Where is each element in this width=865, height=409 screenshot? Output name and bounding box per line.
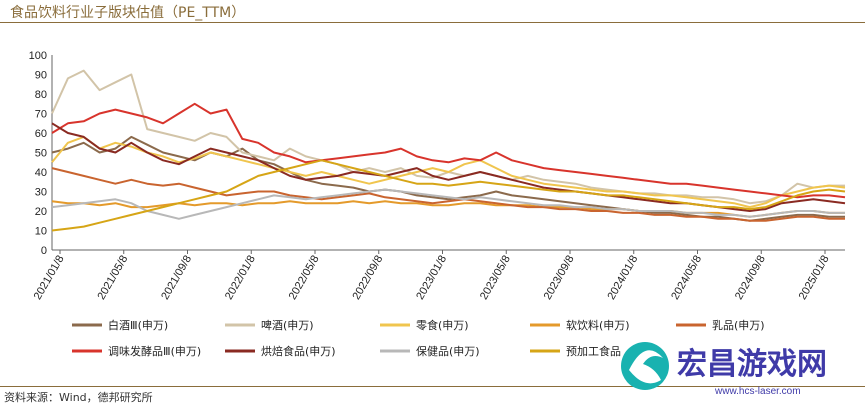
- chart-title: 食品饮料行业子版块估值（PE_TTM）: [10, 5, 246, 21]
- watermark-logo: 宏昌游戏网 www.hcs-laser.com: [621, 342, 827, 397]
- y-tick-label: 50: [35, 148, 47, 160]
- watermark-url: www.hcs-laser.com: [714, 386, 801, 397]
- x-tick-label: 2022/01/8: [223, 254, 258, 302]
- series-line: [51, 102, 846, 199]
- source-note: 资料来源：Wind，德邦研究所: [4, 391, 153, 404]
- y-tick-label: 20: [35, 206, 47, 218]
- title-divider: [0, 22, 865, 23]
- series-line: [51, 135, 845, 222]
- series-line: [51, 167, 845, 222]
- x-tick-label: 2021/09/8: [159, 254, 194, 302]
- legend-label: 调味发酵品Ⅲ(申万): [108, 344, 201, 358]
- series-line: [51, 188, 845, 220]
- y-tick-label: 40: [35, 167, 47, 179]
- y-tick-label: 80: [35, 89, 47, 101]
- x-tick-label: 2023/05/8: [478, 254, 513, 302]
- x-tick-label: 2022/09/8: [350, 254, 385, 302]
- series-line: [51, 69, 845, 205]
- y-tick-label: 60: [35, 128, 47, 140]
- source-divider: [0, 386, 865, 387]
- legend-label: 软饮料(申万): [566, 318, 630, 332]
- watermark-name: 宏昌游戏网: [677, 347, 827, 382]
- x-tick-label: 2023/09/8: [542, 254, 577, 302]
- x-tick-label: 2023/01/8: [414, 254, 449, 302]
- legend-label: 烘焙食品(申万): [261, 344, 336, 358]
- legend-label: 白酒Ⅲ(申万): [108, 318, 168, 332]
- legend-label: 预加工食品: [566, 344, 621, 358]
- y-tick-label: 30: [35, 187, 47, 199]
- chart-legend: 白酒Ⅲ(申万) 啤酒(申万) 零食(申万) 软饮料(申万) 乳品(申万) 调味发酵品Ⅲ(申…: [72, 318, 765, 358]
- x-tick-label: 2021/01/8: [32, 254, 67, 302]
- y-tick-label: 10: [35, 226, 47, 238]
- x-tick-label: 2025/01/8: [797, 254, 832, 302]
- chart-series: [51, 69, 846, 232]
- x-tick-label: 2022/05/8: [287, 254, 322, 302]
- series-line: [51, 200, 845, 218]
- legend-label: 乳品(申万): [712, 319, 765, 332]
- x-tick-label: 2024/01/8: [605, 254, 640, 302]
- y-tick-label: 100: [29, 50, 47, 62]
- legend-label: 啤酒(申万): [261, 318, 314, 332]
- legend-label: 零食(申万): [416, 318, 469, 332]
- y-tick-label: 70: [35, 109, 47, 121]
- y-tick-label: 90: [35, 70, 47, 82]
- series-line: [51, 159, 846, 232]
- x-tick-label: 2021/05/8: [95, 254, 130, 302]
- x-tick-label: 2024/09/8: [733, 254, 768, 302]
- y-tick-label: 0: [41, 245, 47, 257]
- x-tick-label: 2024/05/8: [669, 254, 704, 302]
- legend-label: 保健品(申万): [416, 344, 480, 358]
